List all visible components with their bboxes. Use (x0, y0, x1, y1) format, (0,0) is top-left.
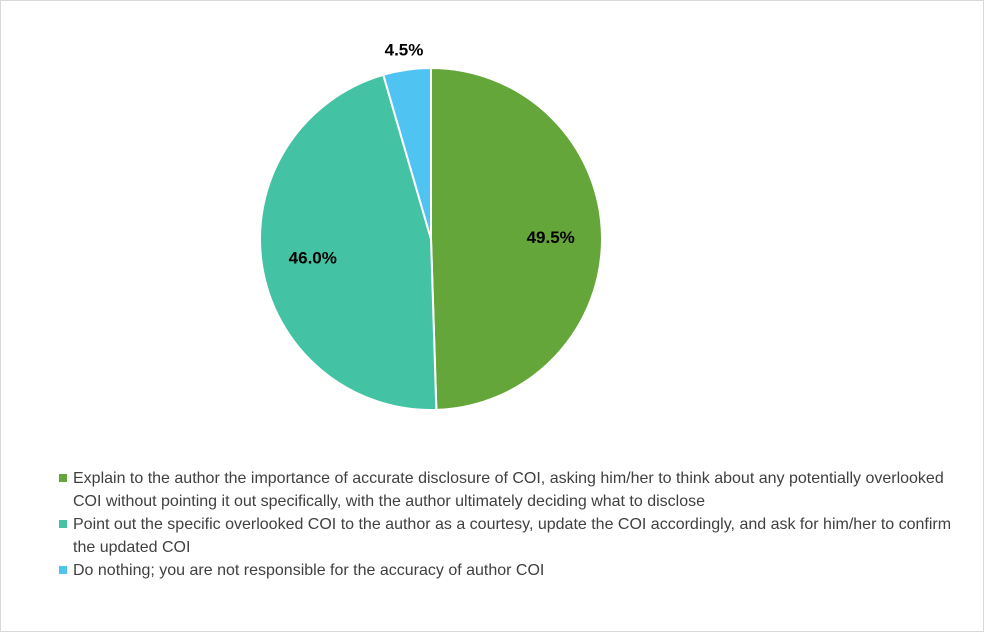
legend-label: Do nothing; you are not responsible for … (73, 562, 545, 579)
pie-slice (382, 67, 432, 240)
legend-label: Explain to the author the importance of … (73, 470, 944, 510)
legend-swatch (59, 566, 67, 574)
legend-swatch (59, 474, 67, 482)
legend-item: Do nothing; you are not responsible for … (59, 559, 959, 582)
slice-data-label: 46.0% (289, 249, 337, 268)
pie-slice (430, 67, 603, 411)
legend-item: Explain to the author the importance of … (59, 467, 959, 513)
legend-label: Point out the specific overlooked COI to… (73, 516, 952, 556)
pie-slices (259, 67, 603, 411)
pie-chart: 49.5% 46.0% 4.5% (259, 40, 603, 411)
pie-slice (259, 73, 438, 411)
legend: Explain to the author the importance of … (59, 467, 959, 582)
slice-data-label: 49.5% (527, 228, 575, 247)
slice-data-label: 4.5% (385, 40, 424, 59)
legend-swatch (59, 520, 67, 528)
legend-item: Point out the specific overlooked COI to… (59, 513, 959, 559)
pie-labels: 49.5% 46.0% 4.5% (289, 40, 575, 267)
